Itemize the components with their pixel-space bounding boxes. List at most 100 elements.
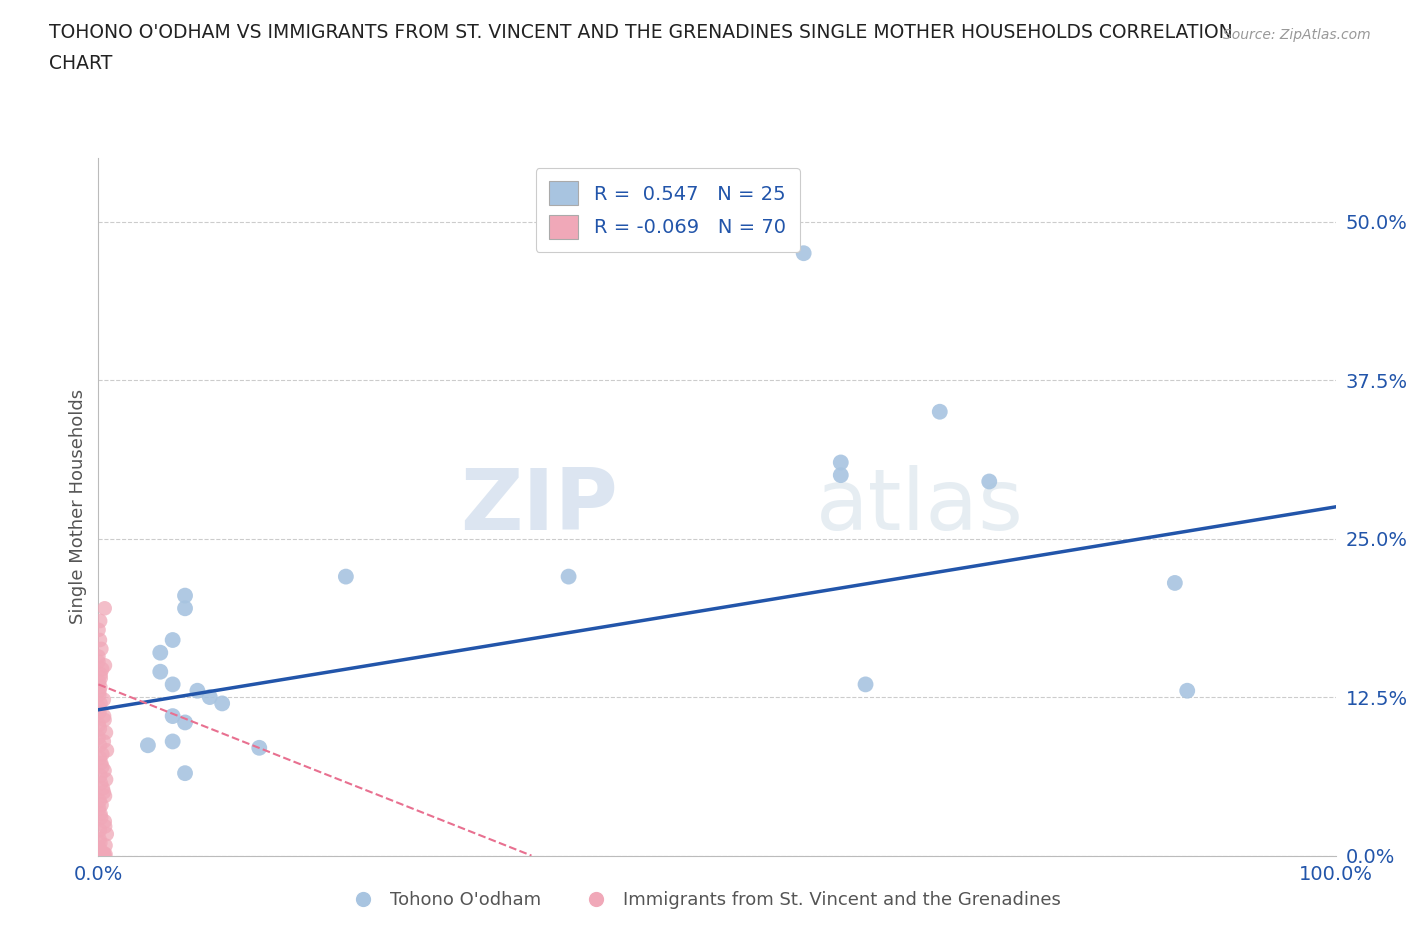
Point	[93, 692, 115, 707]
Point	[94, 814, 117, 829]
Point	[93, 785, 115, 800]
Point	[91, 760, 114, 775]
Point	[91, 747, 114, 762]
Y-axis label: Single Mother Households: Single Mother Households	[69, 390, 87, 624]
Point	[89, 831, 111, 846]
Point	[93, 709, 115, 724]
Point	[136, 737, 159, 752]
Point	[91, 662, 114, 677]
Text: atlas: atlas	[815, 465, 1024, 549]
Point	[162, 632, 184, 647]
Point	[87, 730, 110, 745]
Point	[91, 781, 114, 796]
Point	[94, 847, 117, 862]
Point	[89, 614, 111, 629]
Point	[830, 455, 852, 470]
Point	[174, 588, 197, 603]
Point	[89, 687, 111, 702]
Point	[93, 848, 115, 863]
Point	[94, 725, 117, 740]
Point	[91, 848, 114, 863]
Point	[90, 755, 112, 770]
Point	[94, 658, 117, 672]
Point	[87, 654, 110, 669]
Point	[162, 709, 184, 724]
Point	[94, 838, 117, 853]
Point	[87, 802, 110, 817]
Point	[93, 712, 115, 727]
Text: CHART: CHART	[49, 54, 112, 73]
Point	[90, 810, 112, 825]
Point	[87, 844, 110, 859]
Point	[90, 642, 112, 657]
Point	[149, 664, 172, 679]
Point	[247, 740, 270, 755]
Point	[91, 847, 114, 862]
Point	[90, 797, 112, 812]
Point	[89, 806, 111, 821]
Point	[198, 690, 221, 705]
Point	[186, 684, 208, 698]
Point	[89, 737, 111, 752]
Point	[89, 680, 111, 695]
Point	[96, 827, 118, 842]
Text: Source: ZipAtlas.com: Source: ZipAtlas.com	[1223, 28, 1371, 42]
Point	[94, 772, 117, 787]
Point	[830, 468, 852, 483]
Point	[1175, 684, 1198, 698]
Point	[89, 823, 111, 838]
Point	[89, 844, 111, 858]
Point	[149, 645, 172, 660]
Point	[94, 819, 117, 834]
Point	[89, 848, 111, 863]
Point	[93, 734, 115, 749]
Point	[162, 734, 184, 749]
Point	[89, 705, 111, 720]
Point	[93, 764, 115, 778]
Point	[96, 743, 118, 758]
Point	[89, 793, 111, 808]
Point	[93, 845, 115, 860]
Point	[211, 696, 233, 711]
Point	[89, 847, 111, 862]
Point	[90, 776, 112, 790]
Point	[93, 601, 115, 616]
Point	[174, 765, 197, 780]
Point	[89, 768, 111, 783]
Point	[94, 789, 117, 804]
Point	[89, 632, 111, 647]
Point	[557, 569, 579, 584]
Point	[89, 844, 111, 859]
Legend: Tohono O'odham, Immigrants from St. Vincent and the Grenadines: Tohono O'odham, Immigrants from St. Vinc…	[337, 884, 1069, 916]
Point	[89, 696, 111, 711]
Point	[1164, 576, 1187, 591]
Text: ZIP: ZIP	[460, 465, 619, 549]
Point	[162, 677, 184, 692]
Point	[87, 842, 110, 857]
Point	[87, 847, 110, 862]
Point	[87, 718, 110, 733]
Point	[89, 684, 111, 698]
Legend: R =  0.547   N = 25, R = -0.069   N = 70: R = 0.547 N = 25, R = -0.069 N = 70	[536, 167, 800, 252]
Point	[89, 848, 111, 863]
Point	[174, 601, 197, 616]
Point	[89, 751, 111, 765]
Point	[928, 405, 950, 419]
Point	[87, 622, 110, 637]
Point	[87, 674, 110, 689]
Point	[87, 848, 110, 863]
Point	[335, 569, 357, 584]
Point	[89, 722, 111, 737]
Point	[793, 246, 815, 260]
Point	[87, 649, 110, 664]
Point	[979, 474, 1001, 489]
Point	[91, 848, 114, 863]
Text: TOHONO O'ODHAM VS IMMIGRANTS FROM ST. VINCENT AND THE GRENADINES SINGLE MOTHER H: TOHONO O'ODHAM VS IMMIGRANTS FROM ST. VI…	[49, 23, 1233, 42]
Point	[90, 667, 112, 682]
Point	[174, 715, 197, 730]
Point	[90, 848, 112, 863]
Point	[91, 848, 114, 863]
Point	[89, 841, 111, 856]
Point	[87, 699, 110, 714]
Point	[855, 677, 877, 692]
